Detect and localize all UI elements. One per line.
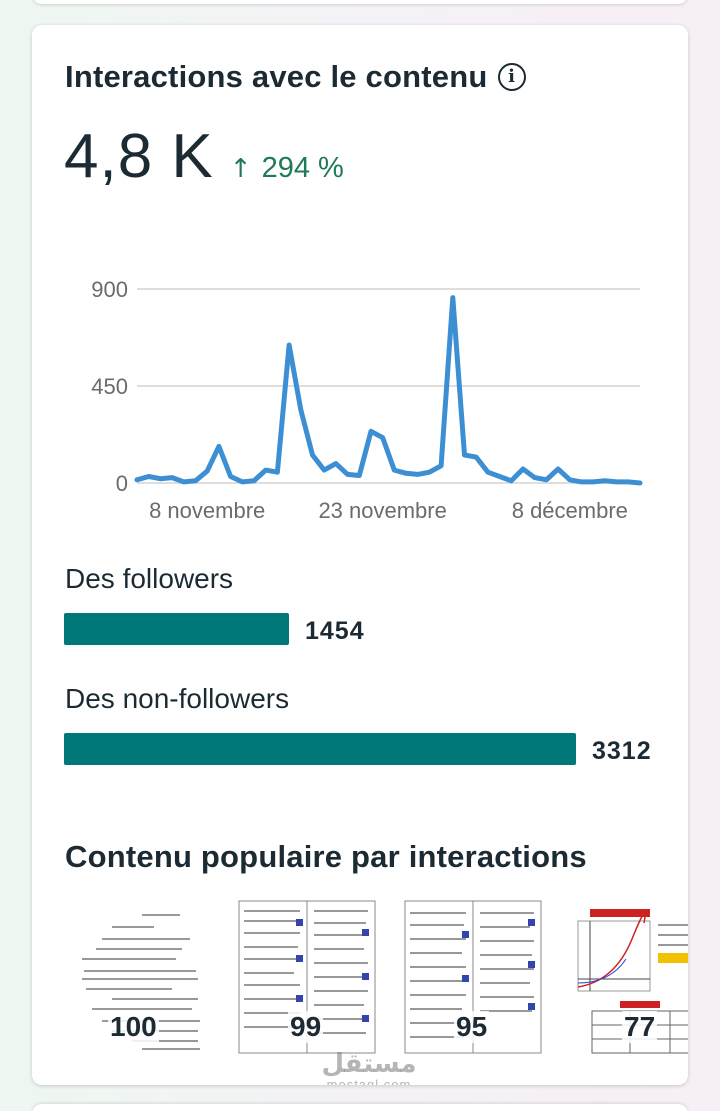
y-tick-label: 0	[116, 471, 128, 496]
document-preview-icon	[238, 900, 376, 1054]
arrow-up-icon: ↑	[229, 154, 252, 184]
card-title: Interactions avec le contenu	[65, 59, 488, 94]
popular-post-thumbnail[interactable]: 99	[238, 899, 376, 1055]
x-tick-label: 23 novembre	[318, 498, 446, 523]
followers-bar	[64, 613, 289, 645]
content-interactions-card: Interactions avec le contenu i 4,8 K ↑ 2…	[32, 25, 688, 1085]
interactions-series-line	[134, 295, 643, 486]
next-card-edge	[32, 1104, 688, 1111]
post-interaction-count: 95	[454, 1011, 490, 1043]
interactions-line-chart: 900 450 0 8 novembre 23 novembre 8 décembre	[91, 277, 643, 523]
x-tick-label: 8 décembre	[512, 498, 628, 523]
y-tick-label: 450	[91, 374, 128, 399]
popular-content-list: 100	[72, 899, 688, 1055]
popular-post-thumbnail[interactable]: 100	[72, 899, 210, 1055]
y-tick-label: 900	[91, 277, 128, 302]
watermark-arabic: مستقل	[321, 1049, 417, 1079]
post-interaction-count: 99	[288, 1011, 324, 1043]
popular-content-title: Contenu populaire par interactions	[65, 839, 587, 874]
non-followers-bar	[64, 733, 576, 765]
post-interaction-count: 100	[108, 1011, 159, 1043]
non-followers-label: Des non-followers	[65, 683, 290, 714]
x-tick-label: 8 novembre	[149, 498, 265, 523]
metric-change: ↑ 294 %	[230, 152, 344, 185]
metric-value: 4,8 K	[64, 122, 214, 191]
post-interaction-count: 77	[622, 1011, 658, 1043]
card-header: Interactions avec le contenu i	[65, 59, 526, 95]
info-icon[interactable]: i	[497, 63, 526, 91]
popular-post-thumbnail[interactable]: 77	[570, 899, 688, 1055]
popular-post-thumbnail[interactable]: 95	[404, 899, 542, 1055]
watermark-latin: mostaql.com	[326, 1077, 412, 1085]
previous-card-edge	[32, 0, 688, 4]
non-followers-value: 3312	[592, 737, 652, 765]
metric-summary: 4,8 K ↑ 294 %	[64, 121, 344, 192]
followers-value: 1454	[305, 617, 365, 645]
followers-label: Des followers	[65, 563, 234, 594]
document-preview-icon	[404, 900, 542, 1054]
change-percent: 294 %	[261, 152, 344, 184]
watermark-logo: مستقل mostaql.com	[314, 1051, 424, 1085]
